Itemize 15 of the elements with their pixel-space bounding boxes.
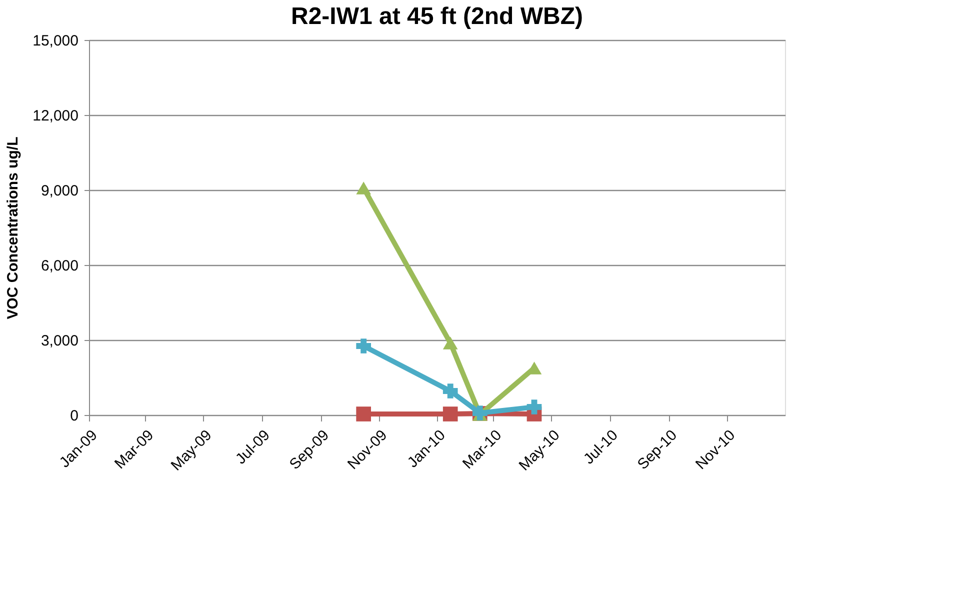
point — [526, 400, 542, 414]
point — [442, 384, 458, 398]
point — [356, 406, 371, 422]
point — [356, 338, 371, 354]
point — [442, 336, 458, 350]
y-tick-label: 0 — [70, 408, 78, 424]
point — [356, 182, 371, 194]
y-tick-label: 12,000 — [32, 108, 78, 124]
y-tick-label: 15,000 — [32, 32, 78, 50]
y-tick-label: 6,000 — [40, 258, 78, 274]
chart-title: R2-IW1 at 45 ft (2nd WBZ) — [291, 3, 583, 30]
y-axis-title: VOC Concentrations ug/L — [4, 136, 22, 320]
y-tick-label: 9,000 — [40, 182, 78, 200]
y-tick-label: 3,000 — [40, 332, 78, 350]
point — [442, 406, 458, 422]
